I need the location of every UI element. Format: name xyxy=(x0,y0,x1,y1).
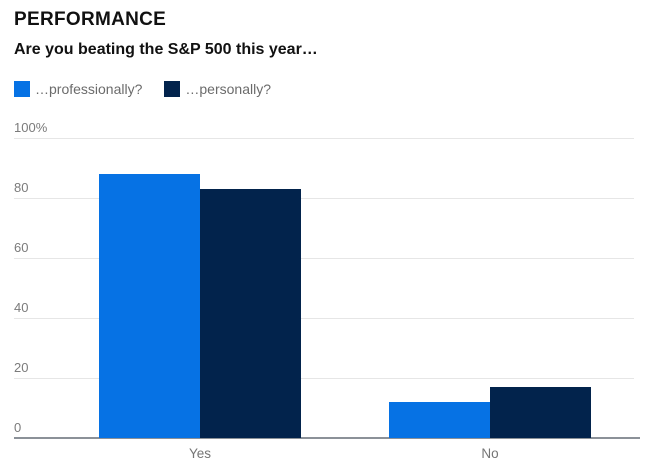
y-tick-label: 0 xyxy=(14,420,22,435)
y-tick-label: 100% xyxy=(14,120,48,135)
y-tick-label: 20 xyxy=(14,360,29,375)
legend-swatch xyxy=(14,81,30,97)
chart-title: PERFORMANCE xyxy=(14,9,167,30)
bar-no-series-1 xyxy=(389,402,490,438)
legend-swatch xyxy=(164,81,181,97)
gridline xyxy=(14,318,634,319)
x-axis-line xyxy=(14,437,640,439)
y-tick-label: 80 xyxy=(14,180,29,195)
gridline xyxy=(14,198,634,199)
chart-subtitle: Are you beating the S&P 500 this year… xyxy=(14,41,318,58)
legend-item: …personally? xyxy=(164,81,271,97)
gridline xyxy=(14,258,634,259)
x-category-label: No xyxy=(481,446,499,461)
legend-label: …professionally? xyxy=(35,81,143,97)
legend-label: …personally? xyxy=(185,81,271,97)
legend: …professionally? …personally? xyxy=(14,81,271,97)
bar-yes-series-1 xyxy=(99,174,200,438)
legend-item: …professionally? xyxy=(14,81,142,97)
y-tick-label: 60 xyxy=(14,240,29,255)
gridline xyxy=(14,138,634,139)
bar-no-series-2 xyxy=(490,387,591,438)
y-tick-label: 40 xyxy=(14,300,29,315)
gridline xyxy=(14,378,634,379)
x-category-label: Yes xyxy=(188,446,212,461)
bar-yes-series-2 xyxy=(200,189,301,438)
